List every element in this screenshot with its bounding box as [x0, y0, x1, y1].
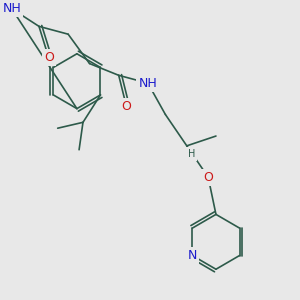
Text: N: N	[188, 249, 197, 262]
Text: O: O	[203, 171, 213, 184]
Text: NH: NH	[139, 77, 157, 90]
Text: H: H	[188, 149, 195, 159]
Text: O: O	[44, 51, 54, 64]
Text: NH: NH	[2, 2, 21, 15]
Text: O: O	[122, 100, 131, 113]
